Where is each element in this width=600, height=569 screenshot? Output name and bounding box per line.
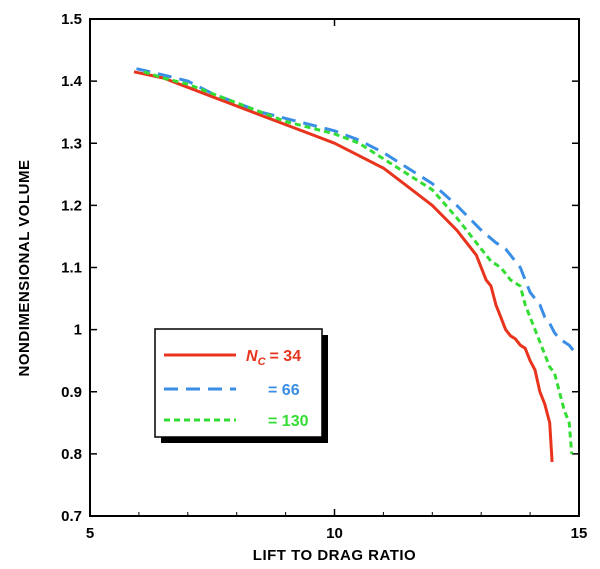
y-tick-label: 1.4 [61,73,83,90]
x-tick-label: 15 [571,525,588,542]
legend-nc66-value: 66 [282,382,300,399]
legend-nc-symbol: N [246,348,258,365]
y-tick-label: 1 [74,322,82,339]
x-axis-title: LIFT TO DRAG RATIO [253,547,416,564]
y-axis-title: NONDIMENSIONAL VOLUME [16,160,33,377]
y-tick-label: 0.8 [61,446,82,463]
series-line-1 [133,70,554,463]
legend-label-nc66: = 66 [268,382,300,399]
legend-nc-subscript: C [258,356,267,368]
x-tick-label: 10 [326,525,343,542]
legend-box [154,328,323,438]
y-tick-label: 1.2 [61,197,82,214]
series-layer [133,67,576,463]
plot-frame [89,18,580,517]
y-tick-label: 0.7 [61,508,82,525]
legend-label-nc130: = 130 [268,413,309,430]
x-tick-label: 5 [86,525,94,542]
legend: NC = 34 = 66 = 130 [154,328,328,443]
series-line-2 [136,67,576,353]
legend-nc34-value: = 34 [270,348,302,365]
y-tick-label: 0.9 [61,384,82,401]
series-line-3 [143,70,574,455]
y-tick-label: 1.3 [61,135,82,152]
tick-group: 0.7 0.8 0.9 1 1.1 1.2 1.3 1.4 1.5 5 10 15 [61,11,587,542]
y-tick-label: 1.5 [61,11,82,28]
y-tick-label: 1.1 [61,260,82,277]
legend-label-nc34: NC = 34 [246,348,301,368]
